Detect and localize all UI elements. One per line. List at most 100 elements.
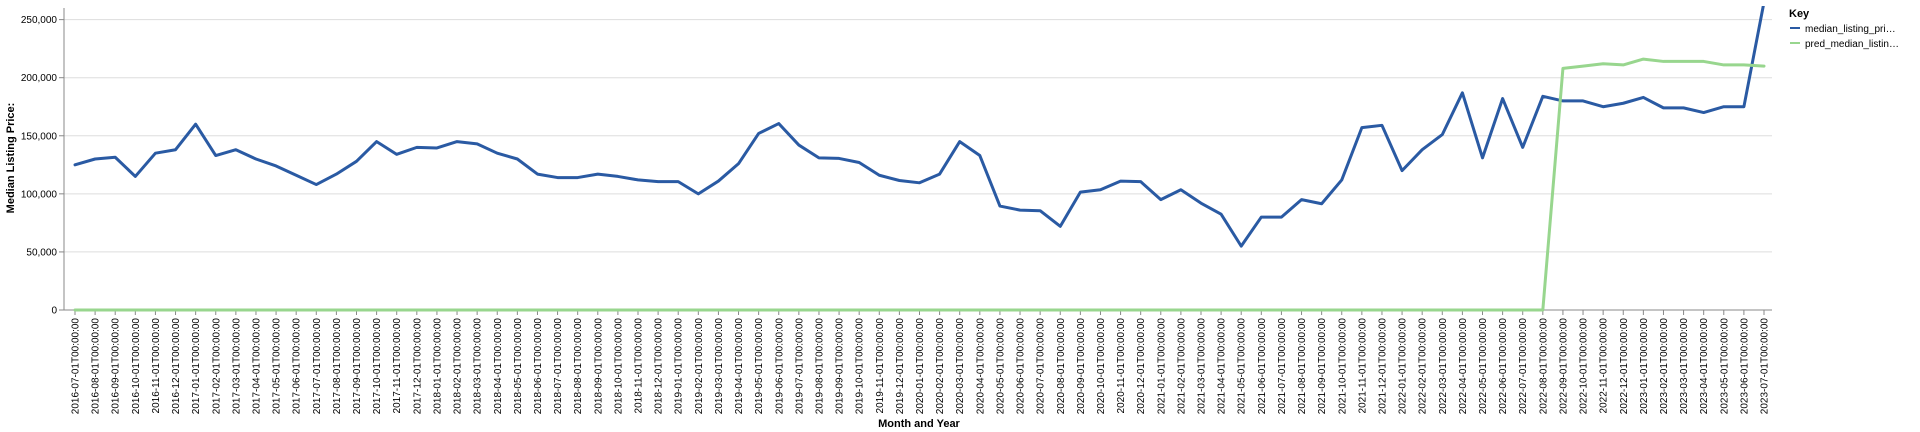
x-tick-label: 2022-05-01T00:00:00 — [1478, 318, 1489, 415]
x-tick-label: 2017-01-01T00:00:00 — [191, 318, 202, 415]
series-lines — [73, 6, 1766, 312]
x-tick-label: 2023-02-01T00:00:00 — [1659, 318, 1670, 415]
legend-title: Key — [1789, 8, 1810, 20]
x-tick-label: 2019-11-01T00:00:00 — [875, 318, 886, 414]
x-tick-label: 2018-05-01T00:00:00 — [513, 318, 524, 415]
x-tick-label: 2022-07-01T00:00:00 — [1518, 318, 1529, 415]
x-tick-label: 2023-01-01T00:00:00 — [1639, 318, 1650, 415]
x-tick-label: 2017-06-01T00:00:00 — [292, 318, 303, 415]
x-tick-label: 2022-08-01T00:00:00 — [1538, 318, 1549, 415]
x-tick-label: 2020-09-01T00:00:00 — [1076, 318, 1087, 415]
x-tick-label: 2022-04-01T00:00:00 — [1458, 318, 1469, 415]
x-tick-label: 2017-10-01T00:00:00 — [372, 318, 383, 415]
x-axis-title: Month and Year — [878, 418, 960, 430]
y-tick-label: 150,000 — [21, 131, 58, 142]
legend-label-pred: pred_median_listin… — [1805, 39, 1899, 50]
y-axis-title: Median Listing Price: — [5, 103, 17, 214]
x-tick-label: 2017-04-01T00:00:00 — [251, 318, 262, 415]
y-tick-label: 50,000 — [26, 247, 57, 258]
x-tick-label: 2018-07-01T00:00:00 — [553, 318, 564, 415]
x-tick-label: 2019-06-01T00:00:00 — [774, 318, 785, 415]
x-tick-label: 2019-09-01T00:00:00 — [835, 318, 846, 415]
x-tick-label: 2016-11-01T00:00:00 — [151, 318, 162, 414]
x-tick-label: 2020-12-01T00:00:00 — [1136, 318, 1147, 415]
x-tick-label: 2021-02-01T00:00:00 — [1176, 318, 1187, 415]
x-tick-label: 2016-10-01T00:00:00 — [131, 318, 142, 415]
x-tick-label: 2020-02-01T00:00:00 — [935, 318, 946, 415]
x-tick-label: 2016-08-01T00:00:00 — [91, 318, 102, 415]
x-tick-label: 2019-08-01T00:00:00 — [814, 318, 825, 415]
legend: Key median_listing_pri… pred_median_list… — [1789, 8, 1899, 50]
x-tick-label: 2019-07-01T00:00:00 — [794, 318, 805, 415]
x-tick-label: 2022-11-01T00:00:00 — [1599, 318, 1610, 414]
x-tick-label: 2022-06-01T00:00:00 — [1498, 318, 1509, 415]
x-tick-label: 2016-12-01T00:00:00 — [171, 318, 182, 415]
x-tick-label: 2017-08-01T00:00:00 — [332, 318, 343, 415]
x-tick-label: 2021-04-01T00:00:00 — [1217, 318, 1228, 415]
x-tick-label: 2022-09-01T00:00:00 — [1558, 318, 1569, 415]
x-tick-label: 2021-12-01T00:00:00 — [1377, 318, 1388, 415]
y-axis: 0 50,000 100,000 150,000 200,000 250,000 — [21, 8, 65, 317]
x-tick-label: 2021-03-01T00:00:00 — [1197, 318, 1208, 415]
x-tick-label: 2018-02-01T00:00:00 — [453, 318, 464, 415]
x-tick-label: 2019-10-01T00:00:00 — [855, 318, 866, 415]
y-tick-label: 0 — [51, 306, 57, 317]
x-tick-label: 2020-04-01T00:00:00 — [975, 318, 986, 415]
x-tick-label: 2019-01-01T00:00:00 — [674, 318, 685, 415]
x-tick-label: 2019-03-01T00:00:00 — [714, 318, 725, 415]
x-tick-label: 2018-10-01T00:00:00 — [613, 318, 624, 415]
x-tick-label: 2022-02-01T00:00:00 — [1418, 318, 1429, 415]
x-tick-label: 2017-05-01T00:00:00 — [272, 318, 283, 415]
x-tick-label: 2022-01-01T00:00:00 — [1398, 318, 1409, 415]
x-tick-label: 2020-06-01T00:00:00 — [1016, 318, 1027, 415]
x-tick-label: 2018-08-01T00:00:00 — [573, 318, 584, 415]
x-tick-label: 2016-07-01T00:00:00 — [71, 318, 82, 415]
x-tick-label: 2017-03-01T00:00:00 — [231, 318, 242, 415]
x-tick-label: 2022-12-01T00:00:00 — [1619, 318, 1630, 415]
x-tick-label: 2020-10-01T00:00:00 — [1096, 318, 1107, 415]
x-tick-label: 2020-05-01T00:00:00 — [995, 318, 1006, 415]
y-tick-label: 250,000 — [21, 15, 58, 26]
x-tick-label: 2018-01-01T00:00:00 — [432, 318, 443, 415]
x-tick-label: 2020-11-01T00:00:00 — [1116, 318, 1127, 414]
y-tick-label: 100,000 — [21, 189, 58, 200]
x-axis: 2016-07-01T00:00:00 2016-08-01T00:00:00 20… — [64, 309, 1772, 415]
x-tick-label: 2021-05-01T00:00:00 — [1237, 318, 1248, 415]
x-tick-label: 2018-04-01T00:00:00 — [493, 318, 504, 415]
x-tick-label: 2017-12-01T00:00:00 — [412, 318, 423, 415]
x-tick-label: 2021-01-01T00:00:00 — [1156, 318, 1167, 415]
x-tick-label: 2019-12-01T00:00:00 — [895, 318, 906, 415]
x-tick-label: 2023-07-01T00:00:00 — [1760, 318, 1771, 415]
x-tick-label: 2022-03-01T00:00:00 — [1438, 318, 1449, 415]
x-tick-label: 2022-10-01T00:00:00 — [1579, 318, 1590, 415]
x-tick-label: 2021-06-01T00:00:00 — [1257, 318, 1268, 415]
x-tick-label: 2023-05-01T00:00:00 — [1719, 318, 1730, 415]
series-line-median — [73, 6, 1765, 248]
x-tick-label: 2016-09-01T00:00:00 — [111, 318, 122, 415]
x-tick-label: 2018-12-01T00:00:00 — [654, 318, 665, 415]
x-tick-label: 2023-04-01T00:00:00 — [1699, 318, 1710, 415]
x-tick-label: 2020-07-01T00:00:00 — [1036, 318, 1047, 415]
x-tick-label: 2017-11-01T00:00:00 — [392, 318, 403, 414]
series-line-pred — [73, 57, 1766, 312]
x-tick-label: 2019-02-01T00:00:00 — [694, 318, 705, 415]
x-tick-label: 2019-05-01T00:00:00 — [754, 318, 765, 415]
x-tick-label: 2018-03-01T00:00:00 — [473, 318, 484, 415]
x-tick-label: 2020-01-01T00:00:00 — [915, 318, 926, 415]
y-tick-label: 200,000 — [21, 73, 58, 84]
x-tick-label: 2021-09-01T00:00:00 — [1317, 318, 1328, 415]
x-tick-label: 2021-07-01T00:00:00 — [1277, 318, 1288, 415]
x-tick-label: 2020-08-01T00:00:00 — [1056, 318, 1067, 415]
x-tick-label: 2023-03-01T00:00:00 — [1679, 318, 1690, 415]
x-tick-label: 2017-09-01T00:00:00 — [352, 318, 363, 415]
x-tick-label: 2021-11-01T00:00:00 — [1357, 318, 1368, 414]
gridlines — [64, 19, 1772, 311]
x-tick-label: 2020-03-01T00:00:00 — [955, 318, 966, 415]
x-tick-label: 2017-07-01T00:00:00 — [312, 318, 323, 415]
x-tick-label: 2018-09-01T00:00:00 — [593, 318, 604, 415]
legend-label-median: median_listing_pri… — [1805, 24, 1896, 35]
x-tick-label: 2019-04-01T00:00:00 — [734, 318, 745, 415]
x-tick-label: 2017-02-01T00:00:00 — [211, 318, 222, 415]
x-tick-label: 2021-10-01T00:00:00 — [1337, 318, 1348, 415]
